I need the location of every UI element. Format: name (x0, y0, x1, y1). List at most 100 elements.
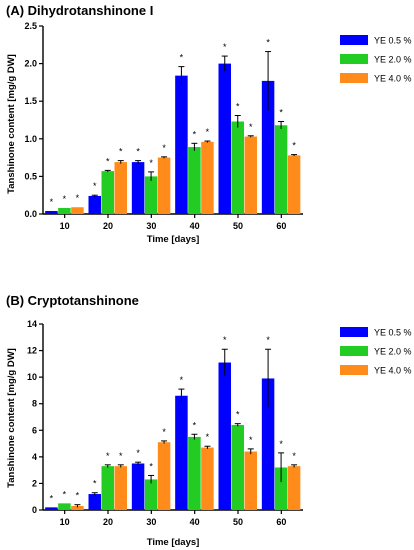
x-tick-label: 40 (190, 517, 200, 527)
y-axis-label-b: Tanshinone content [mg/g DW] (6, 348, 17, 488)
bar (131, 463, 145, 510)
significance-marker: * (119, 451, 123, 461)
y-tick-label: 8 (32, 399, 37, 409)
x-tick-label: 50 (233, 517, 243, 527)
significance-marker: * (136, 448, 140, 458)
legend-label: YE 0.5 % (374, 328, 412, 338)
bar (218, 63, 231, 214)
bar (157, 157, 171, 214)
x-tick-label: 30 (146, 221, 156, 231)
significance-marker: * (266, 335, 270, 345)
bar (261, 378, 275, 510)
significance-marker: * (206, 432, 210, 442)
bar (88, 494, 101, 510)
significance-marker: * (236, 410, 240, 420)
x-tick-label: 10 (60, 221, 70, 231)
significance-marker: * (136, 147, 140, 157)
bar (201, 447, 214, 510)
legend-label: YE 2.0 % (374, 55, 412, 65)
y-tick-label: 14 (27, 319, 37, 329)
significance-marker: * (119, 147, 123, 157)
significance-marker: * (223, 335, 227, 345)
y-axis-label-a: Tanshinone content [mg/g DW] (6, 54, 17, 194)
bar (175, 75, 188, 214)
legend-label: YE 0.5 % (374, 36, 412, 46)
legend-swatch (340, 35, 368, 45)
significance-marker: * (162, 427, 166, 437)
legend-label: YE 4.0 % (374, 74, 412, 84)
significance-marker: * (63, 489, 67, 499)
bar (144, 176, 158, 214)
x-axis-label-a: Time [days] (147, 234, 200, 245)
plot-area-b: 0 2 4 6 8 10 12 14 10 * * * 20 * * * 30 * * * 40 * * * 50 * * * 60 * *… (27, 319, 303, 527)
bar (45, 210, 58, 214)
bar (231, 121, 244, 214)
significance-marker: * (149, 158, 153, 168)
bar (244, 136, 257, 214)
legend-label: YE 4.0 % (374, 366, 412, 376)
y-tick-label: 10 (27, 372, 37, 382)
significance-marker: * (106, 451, 110, 461)
legend-swatch (340, 327, 368, 337)
y-tick-label: 6 (32, 425, 37, 435)
y-tick-label: 2.5 (24, 21, 37, 31)
y-tick-label: 0.5 (24, 171, 37, 181)
bar (88, 195, 101, 214)
significance-marker: * (223, 42, 227, 52)
bar (274, 467, 288, 510)
bar (188, 147, 201, 214)
bar (144, 479, 158, 510)
bar (71, 506, 84, 510)
bar (274, 125, 288, 214)
panel-b: (B) Cryptotanshinone Tanshinone content … (6, 293, 412, 548)
bar (201, 141, 214, 214)
y-tick-label: 0 (32, 505, 37, 515)
significance-marker: * (93, 479, 97, 489)
bar (188, 436, 201, 510)
chart-title-a: (A) Dihydrotanshinone I (6, 3, 153, 18)
significance-marker: * (93, 181, 97, 191)
significance-marker: * (279, 108, 283, 118)
bar (114, 162, 127, 214)
x-tick-label: 20 (103, 221, 113, 231)
bar (131, 162, 145, 214)
bar (175, 395, 188, 510)
significance-marker: * (106, 156, 110, 166)
legend-a: YE 0.5 % YE 2.0 % YE 4.0 % (340, 35, 412, 84)
significance-marker: * (266, 38, 270, 48)
bar (287, 155, 301, 214)
significance-marker: * (180, 375, 184, 385)
x-tick-label: 30 (146, 517, 156, 527)
significance-marker: * (76, 193, 80, 203)
significance-marker: * (292, 141, 296, 151)
chart-title-b: (B) Cryptotanshinone (6, 293, 139, 308)
y-tick-label: 0.0 (24, 209, 37, 219)
significance-marker: * (206, 127, 210, 137)
significance-marker: * (149, 461, 153, 471)
y-tick-label: 2 (32, 478, 37, 488)
legend-swatch (340, 54, 368, 64)
significance-marker: * (193, 420, 197, 430)
bar (114, 466, 127, 510)
bar (287, 466, 301, 510)
significance-marker: * (292, 451, 296, 461)
y-tick-label: 1.0 (24, 134, 37, 144)
y-tick-label: 4 (32, 452, 37, 462)
bar (58, 207, 71, 214)
bar (58, 503, 71, 510)
significance-marker: * (50, 197, 54, 207)
bar (101, 466, 114, 510)
legend-swatch (340, 365, 368, 375)
bar (231, 424, 244, 510)
bar (244, 451, 257, 510)
legend-swatch (340, 73, 368, 83)
y-tick-label: 1.5 (24, 96, 37, 106)
plot-area-a: 0.0 0.5 1.0 1.5 2.0 2.5 10 * * * 20 * * * 30 * * * 40 * * * 50… (24, 21, 303, 231)
significance-marker: * (249, 435, 253, 445)
x-tick-label: 20 (103, 517, 113, 527)
x-axis-label-b: Time [days] (147, 537, 200, 548)
x-tick-label: 40 (190, 221, 200, 231)
significance-marker: * (50, 493, 54, 503)
x-tick-label: 60 (276, 517, 286, 527)
